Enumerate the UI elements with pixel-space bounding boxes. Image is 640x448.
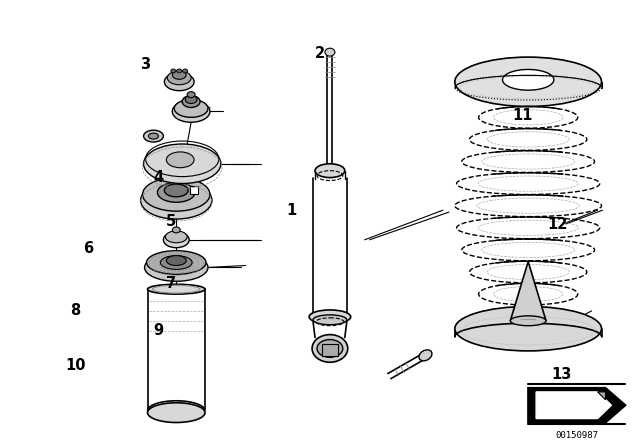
Ellipse shape: [177, 69, 182, 73]
Text: 8: 8: [70, 303, 81, 318]
Text: 13: 13: [551, 367, 572, 382]
Ellipse shape: [143, 130, 163, 142]
Polygon shape: [190, 186, 198, 194]
Ellipse shape: [165, 231, 187, 243]
Text: 12: 12: [548, 216, 568, 232]
Ellipse shape: [157, 182, 195, 202]
Ellipse shape: [171, 69, 176, 73]
Ellipse shape: [143, 144, 221, 184]
Ellipse shape: [313, 315, 347, 325]
Ellipse shape: [317, 340, 343, 358]
Ellipse shape: [163, 232, 189, 248]
Ellipse shape: [455, 57, 602, 107]
Ellipse shape: [166, 152, 194, 168]
Text: 7: 7: [166, 276, 176, 291]
Ellipse shape: [147, 403, 205, 422]
Ellipse shape: [167, 71, 191, 85]
Polygon shape: [322, 345, 338, 356]
Ellipse shape: [309, 310, 351, 324]
Ellipse shape: [164, 184, 188, 197]
Ellipse shape: [164, 73, 194, 90]
Text: 11: 11: [513, 108, 533, 123]
Polygon shape: [598, 392, 605, 400]
Polygon shape: [510, 262, 546, 321]
Text: 6: 6: [83, 241, 93, 256]
Ellipse shape: [143, 177, 210, 211]
Ellipse shape: [147, 251, 206, 274]
Ellipse shape: [161, 256, 192, 269]
Ellipse shape: [185, 95, 197, 103]
Text: 2: 2: [315, 46, 325, 61]
Text: 10: 10: [65, 358, 86, 373]
Ellipse shape: [455, 306, 602, 351]
Text: 9: 9: [153, 323, 163, 338]
Ellipse shape: [148, 133, 159, 139]
Ellipse shape: [510, 316, 546, 326]
Text: 5: 5: [166, 214, 176, 229]
Ellipse shape: [174, 99, 208, 117]
Text: 3: 3: [140, 57, 150, 72]
Ellipse shape: [166, 256, 186, 266]
Text: 1: 1: [286, 203, 296, 218]
Text: 00150987: 00150987: [556, 431, 598, 440]
Ellipse shape: [172, 227, 180, 233]
Ellipse shape: [315, 164, 345, 177]
Polygon shape: [536, 392, 611, 418]
Ellipse shape: [325, 48, 335, 56]
Ellipse shape: [172, 70, 186, 79]
Ellipse shape: [182, 95, 200, 108]
Ellipse shape: [187, 92, 195, 98]
Ellipse shape: [141, 181, 212, 219]
Ellipse shape: [502, 69, 554, 90]
Ellipse shape: [312, 335, 348, 362]
Ellipse shape: [182, 69, 188, 73]
Ellipse shape: [172, 100, 210, 122]
Polygon shape: [528, 388, 625, 422]
Text: 4: 4: [153, 170, 163, 185]
Ellipse shape: [145, 254, 208, 281]
Ellipse shape: [419, 350, 432, 361]
Ellipse shape: [147, 284, 205, 294]
